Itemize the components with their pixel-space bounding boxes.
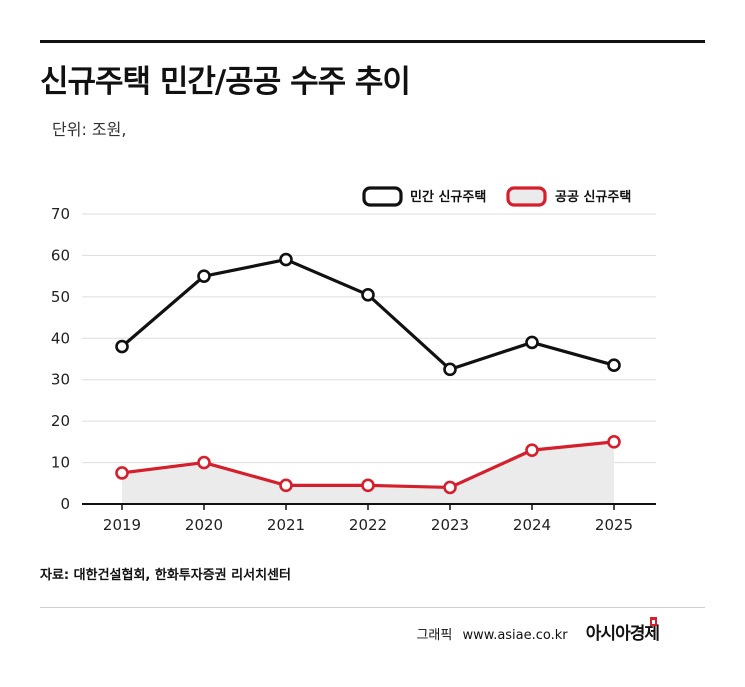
x-tick-label: 2019 xyxy=(103,516,141,534)
private-data-point xyxy=(607,358,621,373)
public-data-point xyxy=(443,480,457,495)
line-chart: 0 10 20 30 40 50 60 70 2019 2020 2021 2022 2023 2024 2… xyxy=(51,186,656,534)
top-rule xyxy=(40,40,705,43)
public-data-point xyxy=(197,455,211,470)
data-points xyxy=(115,252,621,495)
y-tick-label: 0 xyxy=(60,495,70,513)
y-tick-label: 40 xyxy=(51,329,70,347)
chart-title: 신규주택 민간/공공 수주 추이 xyxy=(40,64,411,100)
x-tick-label: 2021 xyxy=(267,516,305,534)
legend: 민간 신규주택 공공 신규주택 xyxy=(362,186,631,207)
public-data-point xyxy=(525,443,539,457)
public-area-fill xyxy=(122,441,614,504)
y-tick-label: 60 xyxy=(51,246,70,264)
y-tick-label: 50 xyxy=(51,288,70,306)
y-tick-label: 10 xyxy=(51,454,70,472)
axes: 0 10 20 30 40 50 60 70 2019 2020 2021 2022 2023 2024 2… xyxy=(51,205,656,534)
grid-lines xyxy=(82,213,656,464)
private-data-point xyxy=(197,269,211,283)
y-tick-label: 20 xyxy=(51,412,70,430)
private-data-point xyxy=(115,339,129,354)
x-tick-label: 2020 xyxy=(185,516,223,534)
x-tick-label: 2022 xyxy=(349,516,387,534)
private-data-point xyxy=(525,335,539,350)
x-tick-label: 2025 xyxy=(595,516,633,534)
y-tick-label: 70 xyxy=(51,205,70,223)
public-data-point xyxy=(115,466,129,480)
x-tick-label: 2024 xyxy=(513,516,551,534)
legend-swatch xyxy=(506,186,547,207)
footer-credit: 그래픽 www.asiae.co.kr 아시아경제 xyxy=(416,619,660,644)
public-data-point xyxy=(607,435,621,449)
legend-label: 공공 신규주택 xyxy=(555,189,631,205)
private-series-line xyxy=(120,257,616,371)
graphic-credit: 그래픽 xyxy=(416,628,453,643)
legend-label: 민간 신규주택 xyxy=(410,189,486,205)
source-note: 자료: 대한건설협회, 한화투자증권 리서치센터 xyxy=(40,568,291,583)
brand-logo: 아시아경제 xyxy=(585,624,660,644)
x-tick-label: 2023 xyxy=(431,516,469,534)
public-data-point xyxy=(361,478,375,493)
y-tick-label: 30 xyxy=(51,371,70,389)
private-data-point xyxy=(279,252,293,267)
site-url[interactable]: www.asiae.co.kr xyxy=(462,628,568,643)
area-layer xyxy=(122,441,614,504)
unit-label: 단위: 조원, xyxy=(52,120,127,139)
brand-mark-icon xyxy=(650,617,657,626)
bottom-rule xyxy=(40,607,705,608)
public-data-point xyxy=(279,478,293,493)
legend-swatch xyxy=(362,186,403,207)
private-data-point xyxy=(443,362,457,377)
private-data-point xyxy=(361,287,375,302)
